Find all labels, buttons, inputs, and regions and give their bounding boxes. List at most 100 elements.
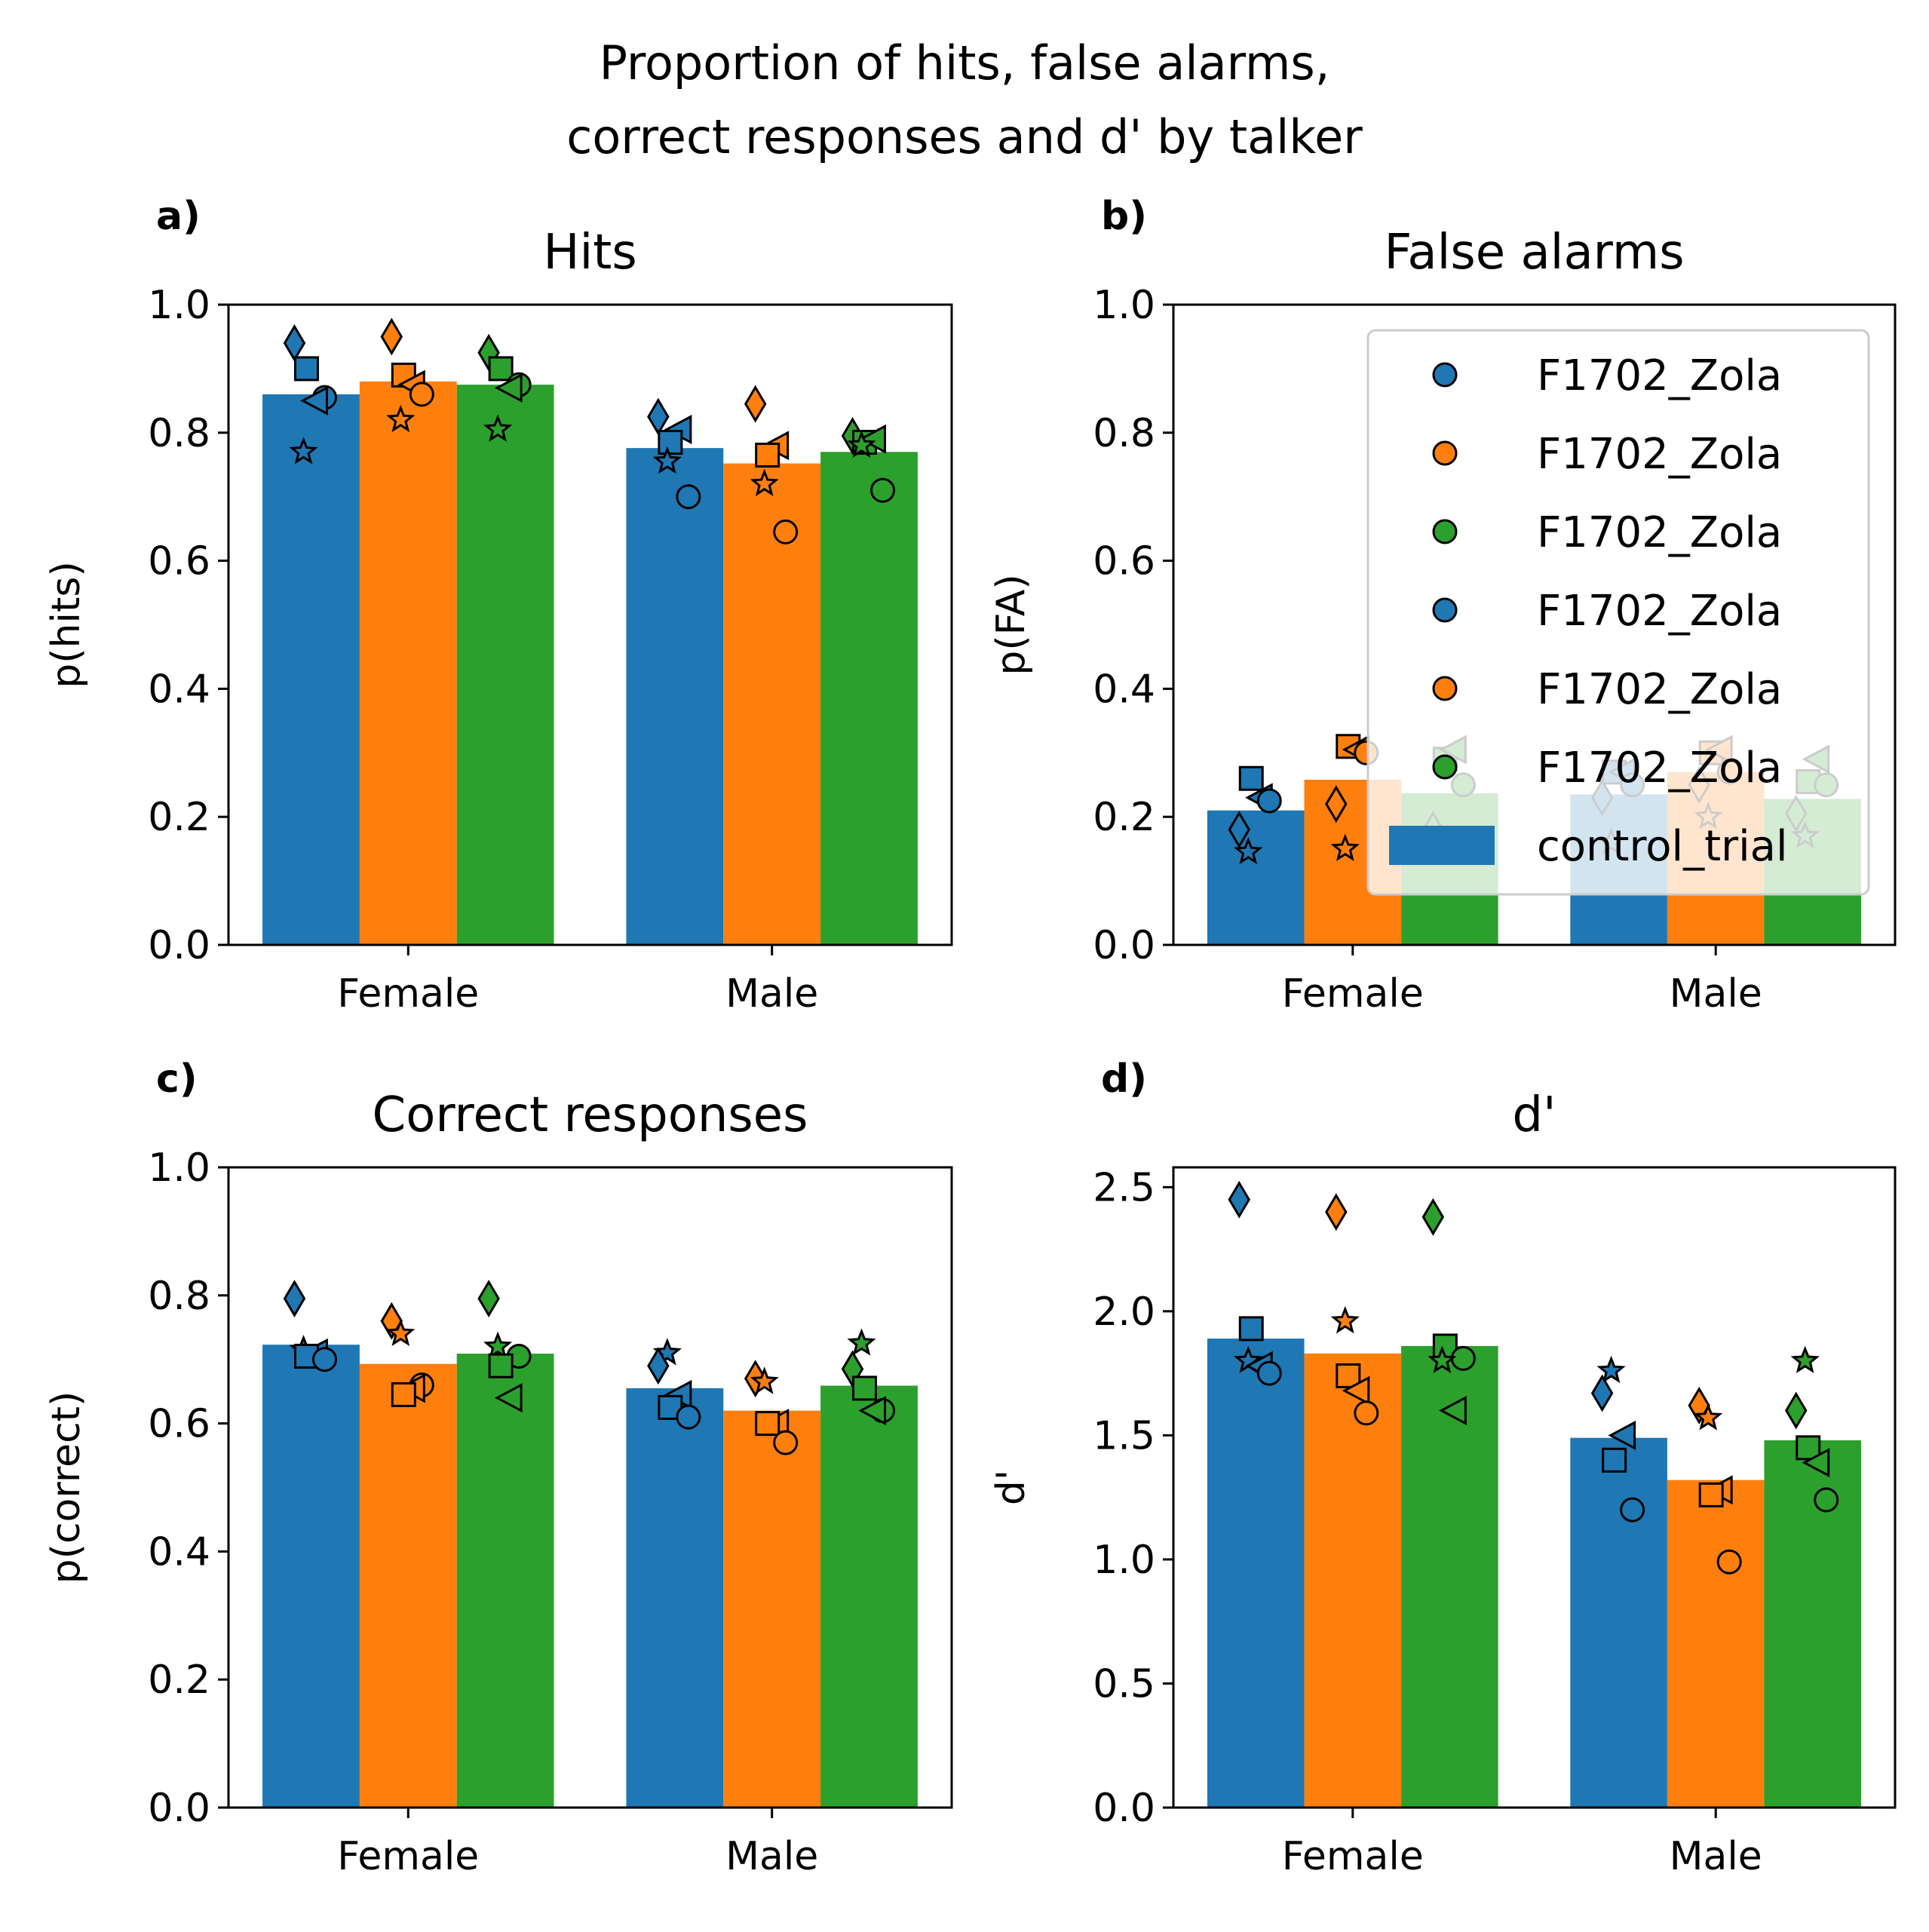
ylabel-d: d' <box>989 1470 1034 1505</box>
legend-label-1: F1702_Zola <box>1537 430 1782 479</box>
point-c-1-2-square <box>852 1375 878 1401</box>
ytick-label-a-3: 0.6 <box>148 539 210 584</box>
panel-c: 0.0 0.2 0.4 0.6 0.8 1.0 Female Male p(correct) Co… <box>44 1056 953 1879</box>
bar-c-female-2 <box>359 1363 457 1808</box>
bar-d-male-3 <box>1764 1440 1862 1808</box>
point-c-1-1-star <box>750 1366 779 1394</box>
point-c-0-0-circle <box>311 1347 337 1372</box>
point-d-1-0-diamond <box>1590 1374 1614 1412</box>
ytick-label-c-2: 0.4 <box>148 1529 210 1575</box>
ytick-label-b-0: 0.0 <box>1093 923 1155 968</box>
ytick-label-a-1: 0.2 <box>148 795 210 840</box>
plot-frame-b <box>1172 303 1897 946</box>
point-d-0-1-star <box>1330 1305 1360 1334</box>
bar-a-male-2 <box>723 463 821 945</box>
point-c-0-1-star <box>386 1318 416 1347</box>
point-c-1-2-tri-left <box>858 1396 887 1426</box>
ytick-label-b-5: 1.0 <box>1093 283 1155 328</box>
legend: F1702_Zola F1702_Zola F1702_Zola F1702_Zola… <box>1366 329 1870 896</box>
xtick-label-d-female: Female <box>1282 1834 1424 1879</box>
point-d-0-1-square <box>1336 1363 1361 1388</box>
point-c-0-0-diamond <box>283 1280 306 1317</box>
point-b-0-0-diamond <box>1228 811 1250 849</box>
point-b-0-1-diamond <box>1325 785 1348 823</box>
figure-title-line2: correct responses and d' by talker <box>566 109 1363 164</box>
ytick-label-c-0: 0.0 <box>148 1786 210 1831</box>
point-d-1-2-diamond <box>1785 1391 1808 1430</box>
ytick-label-c-5: 1.0 <box>148 1145 210 1191</box>
point-a-1-0-square <box>658 430 683 455</box>
point-d-0-1-tri-left <box>1342 1375 1370 1406</box>
legend-box <box>1366 329 1870 896</box>
xtick-label-b-male: Male <box>1670 971 1762 1017</box>
panel-label-b: b) <box>1101 194 1147 239</box>
legend-swatch-2 <box>1432 519 1458 544</box>
panel-title-a: Hits <box>543 225 636 281</box>
ylabel-b: p(FA) <box>989 574 1034 675</box>
panel-d: 0.0 0.5 1.0 1.5 2.0 2.5 Female Male d' d' d) <box>989 1056 1897 1879</box>
ytick-label-b-4: 0.8 <box>1093 411 1155 456</box>
point-a-1-0-diamond <box>647 397 670 436</box>
point-b-0-0-star <box>1234 836 1263 865</box>
ytick-label-a-4: 0.8 <box>148 411 210 456</box>
ytick-label-c-3: 0.6 <box>148 1402 210 1447</box>
bar-a-male-1 <box>626 448 724 945</box>
ytick-label-b-1: 0.2 <box>1093 795 1155 840</box>
point-d-1-2-circle <box>1814 1487 1839 1513</box>
point-d-1-1-circle <box>1716 1549 1742 1575</box>
point-d-1-0-square <box>1602 1447 1627 1473</box>
ytick-label-c-1: 0.2 <box>148 1658 210 1703</box>
ylabel-c: p(correct) <box>44 1391 89 1584</box>
bar-d-female-3 <box>1401 1345 1498 1808</box>
bar-c-female-3 <box>456 1354 554 1808</box>
plot-frame-c <box>227 1166 953 1809</box>
legend-swatch-3 <box>1432 597 1458 623</box>
panel-label-d: d) <box>1101 1056 1147 1102</box>
legend-swatch-0 <box>1432 362 1458 388</box>
point-a-1-2-tri-left <box>858 424 887 454</box>
ytick-label-d-3: 1.5 <box>1093 1413 1155 1458</box>
point-a-0-1-circle <box>409 382 434 407</box>
xtick-label-c-male: Male <box>725 1834 818 1879</box>
point-a-1-1-diamond <box>744 385 767 423</box>
point-c-1-2-star <box>847 1328 876 1356</box>
point-d-0-2-circle <box>1450 1345 1476 1371</box>
point-c-1-1-circle <box>773 1430 799 1455</box>
legend-label-4: F1702_Zola <box>1537 665 1782 714</box>
ytick-label-a-5: 1.0 <box>148 283 210 328</box>
point-d-1-2-star <box>1790 1345 1820 1373</box>
point-a-1-1-square <box>755 443 780 468</box>
point-d-0-0-square <box>1238 1316 1264 1342</box>
legend-swatch-4 <box>1432 676 1458 701</box>
point-a-0-0-diamond <box>283 324 306 362</box>
ytick-label-d-2: 1.0 <box>1093 1538 1155 1583</box>
legend-label-2: F1702_Zola <box>1537 508 1782 557</box>
legend-label-0: F1702_Zola <box>1537 351 1782 400</box>
point-d-0-2-star <box>1428 1345 1457 1373</box>
point-d-0-2-tri-left <box>1439 1395 1467 1425</box>
point-a-0-2-tri-left <box>494 373 523 403</box>
ytick-label-d-4: 2.0 <box>1093 1290 1155 1335</box>
xtick-label-a-female: Female <box>337 971 479 1017</box>
point-d-0-0-diamond <box>1228 1180 1250 1219</box>
point-d-1-2-square <box>1796 1435 1821 1461</box>
panel-a: 0.0 0.2 0.4 0.6 0.8 1.0 Female Male p(hits) Hits a… <box>44 194 953 1017</box>
point-d-1-0-circle <box>1620 1497 1645 1523</box>
point-b-0-0-square <box>1238 765 1264 791</box>
point-a-0-0-square <box>293 356 319 382</box>
panel-title-c: Correct responses <box>373 1087 808 1143</box>
point-c-0-1-square <box>391 1382 416 1407</box>
plot-frame-a <box>227 303 953 946</box>
bar-c-male-2 <box>723 1410 821 1808</box>
point-a-0-2-star <box>483 414 513 442</box>
point-c-1-0-circle <box>676 1404 701 1430</box>
bar-c-male-3 <box>820 1385 918 1808</box>
point-d-1-1-star <box>1694 1403 1723 1431</box>
point-b-0-1-star <box>1330 833 1360 861</box>
bar-a-female-2 <box>359 381 457 945</box>
panel-title-b: False alarms <box>1384 225 1684 281</box>
bar-c-female-1 <box>262 1345 360 1808</box>
point-b-0-0-circle <box>1256 788 1282 814</box>
